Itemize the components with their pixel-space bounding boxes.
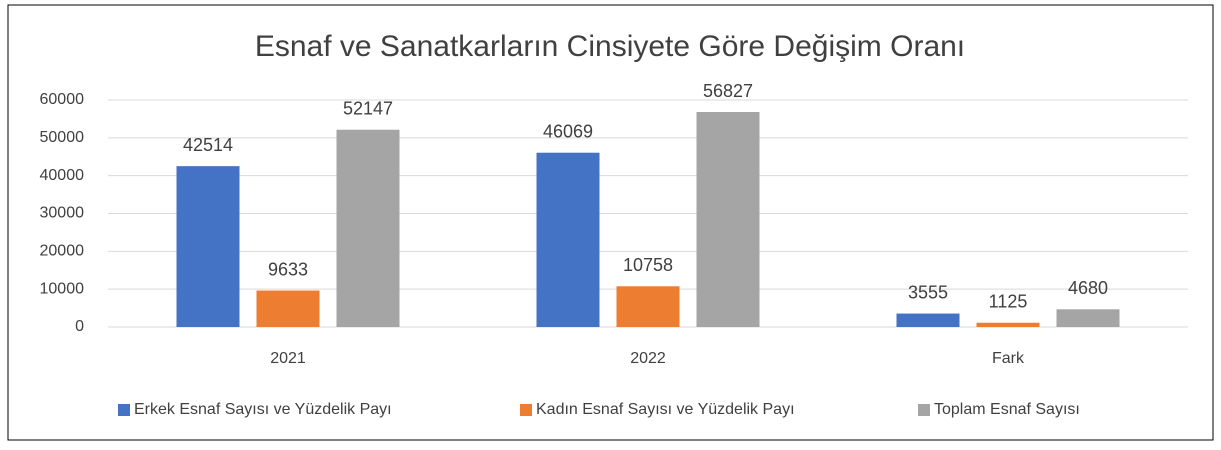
bar [616,286,680,327]
value-label: 10758 [623,255,673,275]
legend-label: Erkek Esnaf Sayısı ve Yüzdelik Payı [134,401,392,418]
value-label: 46069 [543,121,593,141]
bar [1056,309,1120,327]
chart-title: Esnaf ve Sanatkarların Cinsiyete Göre De… [255,30,965,63]
x-tick-label: Fark [992,350,1025,367]
legend-label: Kadın Esnaf Sayısı ve Yüzdelik Payı [536,401,795,418]
legend-swatch [520,404,532,416]
y-tick-label: 50000 [40,129,85,146]
bar [176,166,240,327]
bar [536,152,600,327]
legend-label: Toplam Esnaf Sayısı [934,401,1080,418]
bar [256,290,320,327]
x-tick-label: 2021 [270,350,306,367]
legend-swatch [118,404,130,416]
y-tick-label: 0 [75,318,84,335]
value-label: 52147 [343,98,393,118]
x-tick-label: 2022 [630,350,666,367]
value-label: 56827 [703,81,753,101]
bar [336,129,400,327]
y-tick-label: 60000 [40,91,85,108]
value-label: 9633 [268,259,308,279]
bar [896,313,960,327]
bar [976,322,1040,327]
y-tick-label: 40000 [40,167,85,184]
value-label: 1125 [989,291,1028,311]
y-tick-label: 20000 [40,243,85,260]
value-label: 42514 [183,135,233,155]
bar [696,112,760,327]
y-tick-label: 30000 [40,205,85,222]
legend-swatch [918,404,930,416]
y-tick-label: 10000 [40,280,85,297]
value-label: 4680 [1068,278,1108,298]
value-label: 3555 [908,282,948,302]
